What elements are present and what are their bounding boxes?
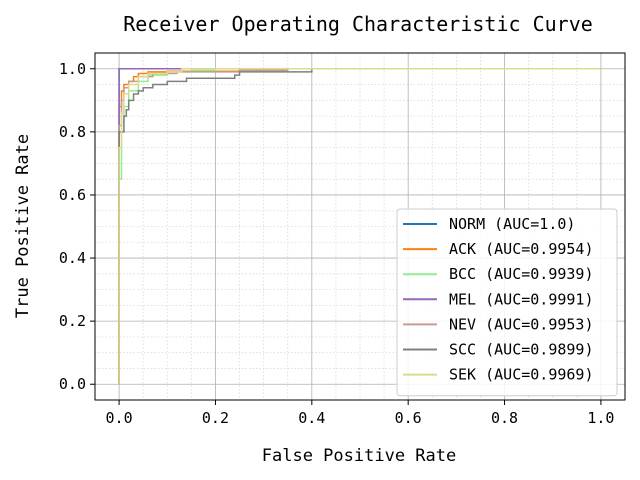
y-tick-label: 0.0 bbox=[59, 375, 86, 393]
legend-label: SCC (AUC=0.9899) bbox=[449, 341, 594, 359]
x-tick-label: 0.2 bbox=[202, 409, 229, 427]
y-tick-label: 0.8 bbox=[59, 123, 86, 141]
legend-label: NEV (AUC=0.9953) bbox=[449, 315, 594, 333]
y-tick-label: 1.0 bbox=[59, 60, 86, 78]
x-axis-label: False Positive Rate bbox=[262, 446, 456, 466]
legend-label: NORM (AUC=1.0) bbox=[449, 215, 575, 233]
legend-label: ACK (AUC=0.9954) bbox=[449, 240, 594, 258]
legend-label: MEL (AUC=0.9991) bbox=[449, 290, 594, 308]
y-tick-label: 0.6 bbox=[59, 186, 86, 204]
x-axis-ticks: 0.0 0.2 0.4 0.6 0.8 1.0 bbox=[106, 400, 614, 427]
y-axis-ticks: 0.0 0.2 0.4 0.6 0.8 1.0 bbox=[59, 60, 95, 393]
y-tick-label: 0.2 bbox=[59, 312, 86, 330]
x-tick-label: 1.0 bbox=[587, 409, 614, 427]
legend-label: BCC (AUC=0.9939) bbox=[449, 265, 594, 283]
plot-frame bbox=[94, 52, 626, 401]
chart-title: Receiver Operating Characteristic Curve bbox=[123, 12, 593, 36]
series-line bbox=[118, 68, 601, 385]
x-tick-label: 0.4 bbox=[298, 409, 325, 427]
series-line bbox=[118, 68, 601, 385]
legend-label: SEK (AUC=0.9969) bbox=[449, 366, 594, 384]
legend-box bbox=[396, 208, 618, 397]
y-tick-label: 0.4 bbox=[59, 249, 86, 267]
legend: NORM (AUC=1.0) ACK (AUC=0.9954) BCC (AUC=0… bbox=[396, 208, 618, 397]
series-lines bbox=[118, 68, 601, 385]
x-tick-label: 0.6 bbox=[395, 409, 422, 427]
x-tick-label: 0.0 bbox=[106, 409, 133, 427]
x-tick-label: 0.8 bbox=[491, 409, 518, 427]
y-axis-label: True Positive Rate bbox=[13, 134, 33, 318]
